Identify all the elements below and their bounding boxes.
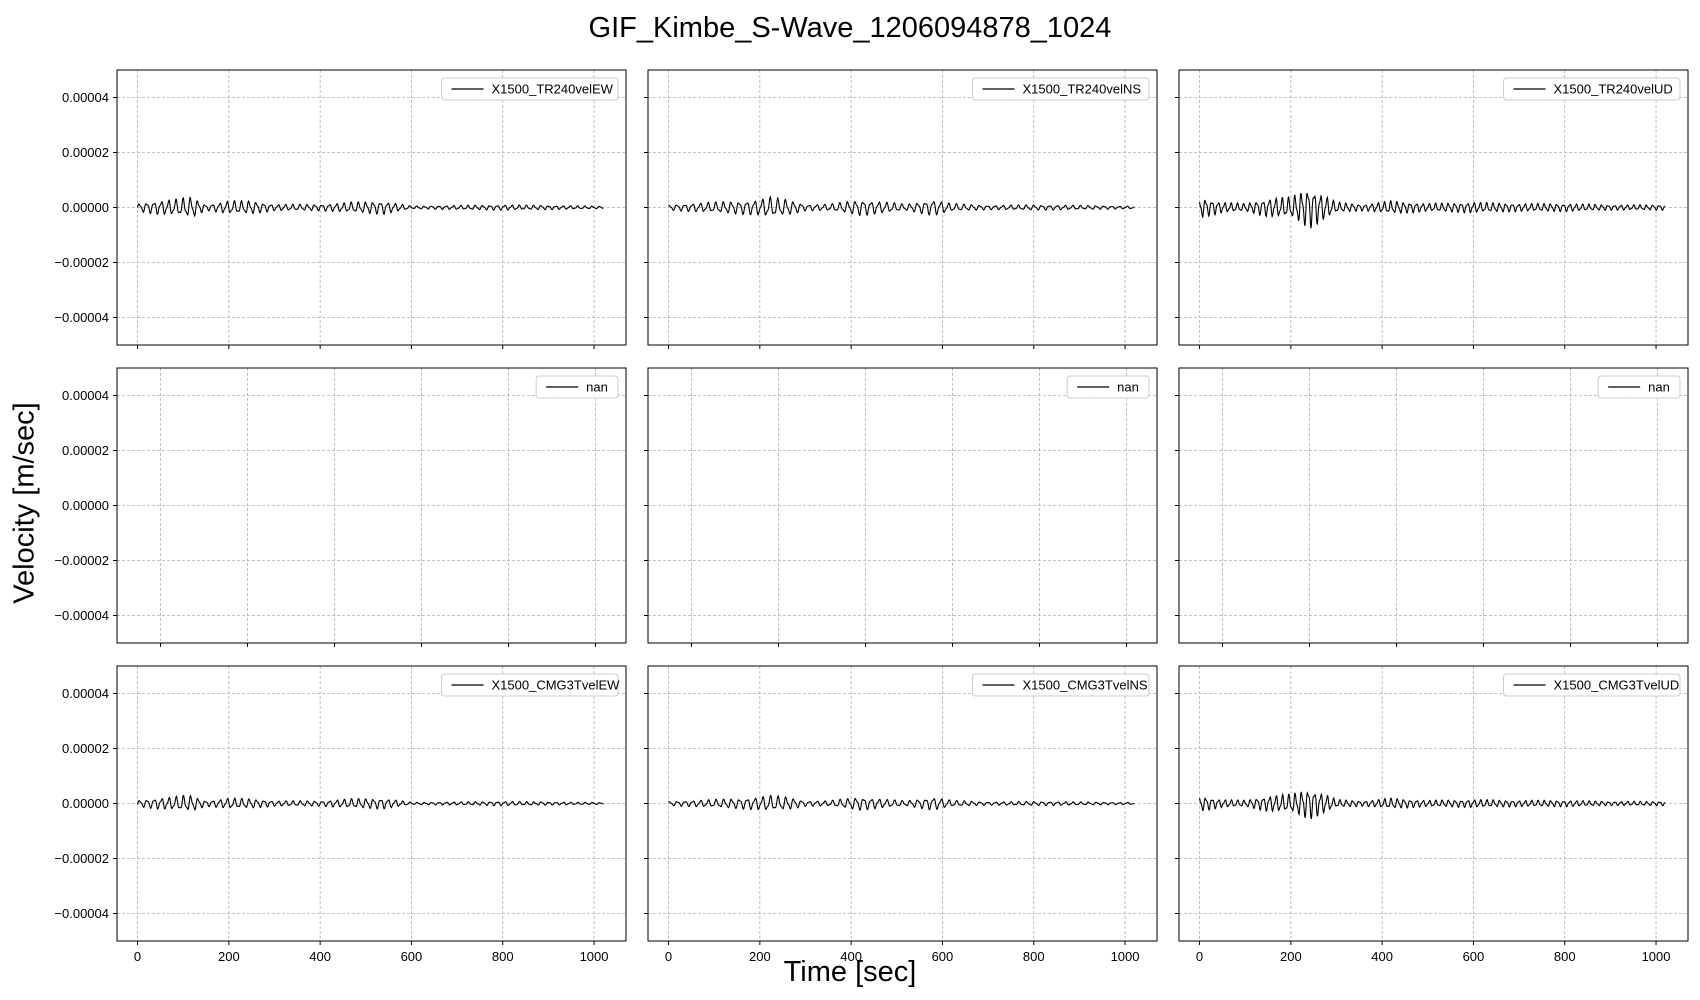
x-tick-label: 800 <box>492 949 514 964</box>
subplot-0-2: X1500_TR240velUD <box>1175 69 1689 349</box>
subplot-0-0: 0.00004 0.00002 0.00000 −0.00002 −0.00004 X15… <box>54 69 627 349</box>
y-tick-label: 0.00004 <box>62 686 109 701</box>
y-tick-label: 0.00002 <box>62 741 109 756</box>
series-line <box>1198 791 1666 820</box>
x-tick-label: 600 <box>401 949 423 964</box>
x-tick-label: 600 <box>932 949 954 964</box>
y-tick-label: −0.00004 <box>54 906 109 921</box>
legend: X1500_CMG3TvelUD <box>1503 673 1681 697</box>
legend-label: X1500_CMG3TvelNS <box>1023 678 1148 693</box>
y-tick-label: 0.00004 <box>62 388 109 403</box>
x-tick-label: 0 <box>134 949 141 964</box>
x-tick-label: 800 <box>1023 949 1045 964</box>
subplot-2-0: 0 200 400 600 800 1000 0.00004 0.00002 0.00000 −0… <box>54 665 627 964</box>
figure-title: GIF_Kimbe_S-Wave_1206094878_1024 <box>588 12 1112 44</box>
legend-label: X1500_TR240velUD <box>1554 82 1673 97</box>
x-tick-label: 800 <box>1554 949 1576 964</box>
legend-label: nan <box>1117 380 1139 395</box>
subplot-2-2: 0 200 400 600 800 1000 X1500_CMG3TvelUD <box>1175 665 1689 964</box>
series-line <box>137 794 604 811</box>
x-tick-label: 1000 <box>580 949 609 964</box>
series-line <box>668 794 1135 811</box>
subplot-1-0: 0.00004 0.00002 0.00000 −0.00002 −0.00004 nan <box>54 367 627 647</box>
subplot-0-1: X1500_TR240velNS <box>644 69 1158 349</box>
series-line <box>668 195 1135 217</box>
y-tick-label: 0.00000 <box>62 796 109 811</box>
x-tick-label: 200 <box>218 949 240 964</box>
legend: nan <box>535 375 619 399</box>
legend: X1500_CMG3TvelEW <box>441 673 621 697</box>
y-tick-label: 0.00000 <box>62 498 109 513</box>
y-tick-label: −0.00002 <box>54 553 109 568</box>
y-tick-label: 0.00002 <box>62 443 109 458</box>
x-tick-label: 600 <box>1463 949 1485 964</box>
x-tick-label: 400 <box>309 949 331 964</box>
legend: X1500_TR240velUD <box>1503 77 1681 101</box>
legend-box <box>441 673 619 697</box>
legend: X1500_TR240velNS <box>972 77 1150 101</box>
figure-x-axis-label: Time [sec] <box>783 956 917 988</box>
y-tick-label: 0.00000 <box>62 200 109 215</box>
legend-label: X1500_CMG3TvelEW <box>492 678 621 693</box>
legend-label: X1500_CMG3TvelUD <box>1554 678 1680 693</box>
y-tick-label: −0.00004 <box>54 310 109 325</box>
series-line <box>1198 192 1666 229</box>
legend-box <box>441 77 619 101</box>
legend-box <box>972 77 1150 101</box>
legend: nan <box>1066 375 1150 399</box>
y-tick-label: −0.00004 <box>54 608 109 623</box>
x-tick-label: 200 <box>1280 949 1302 964</box>
x-tick-label: 200 <box>749 949 771 964</box>
x-tick-label: 0 <box>1196 949 1203 964</box>
legend: X1500_CMG3TvelNS <box>972 673 1150 697</box>
legend-label: nan <box>1648 380 1670 395</box>
legend-label: nan <box>586 380 608 395</box>
x-tick-label: 400 <box>840 949 862 964</box>
y-tick-label: −0.00002 <box>54 255 109 270</box>
legend: nan <box>1597 375 1681 399</box>
x-tick-label: 400 <box>1371 949 1393 964</box>
y-tick-label: −0.00002 <box>54 851 109 866</box>
legend-label: X1500_TR240velNS <box>1023 82 1142 97</box>
legend-box <box>972 673 1150 697</box>
x-tick-label: 1000 <box>1111 949 1140 964</box>
series-line <box>137 196 604 218</box>
y-tick-label: 0.00004 <box>62 90 109 105</box>
legend-label: X1500_TR240velEW <box>492 82 614 97</box>
x-tick-label: 1000 <box>1642 949 1671 964</box>
x-tick-label: 0 <box>665 949 672 964</box>
y-tick-label: 0.00002 <box>62 145 109 160</box>
subplot-2-1: 0 200 400 600 800 1000 X1500_CMG3TvelNS <box>644 665 1158 964</box>
legend-box <box>1503 77 1681 101</box>
subplot-1-2: nan <box>1175 367 1689 647</box>
legend: X1500_TR240velEW <box>441 77 619 101</box>
legend-box <box>1503 673 1681 697</box>
subplot-1-1: nan <box>644 367 1158 647</box>
